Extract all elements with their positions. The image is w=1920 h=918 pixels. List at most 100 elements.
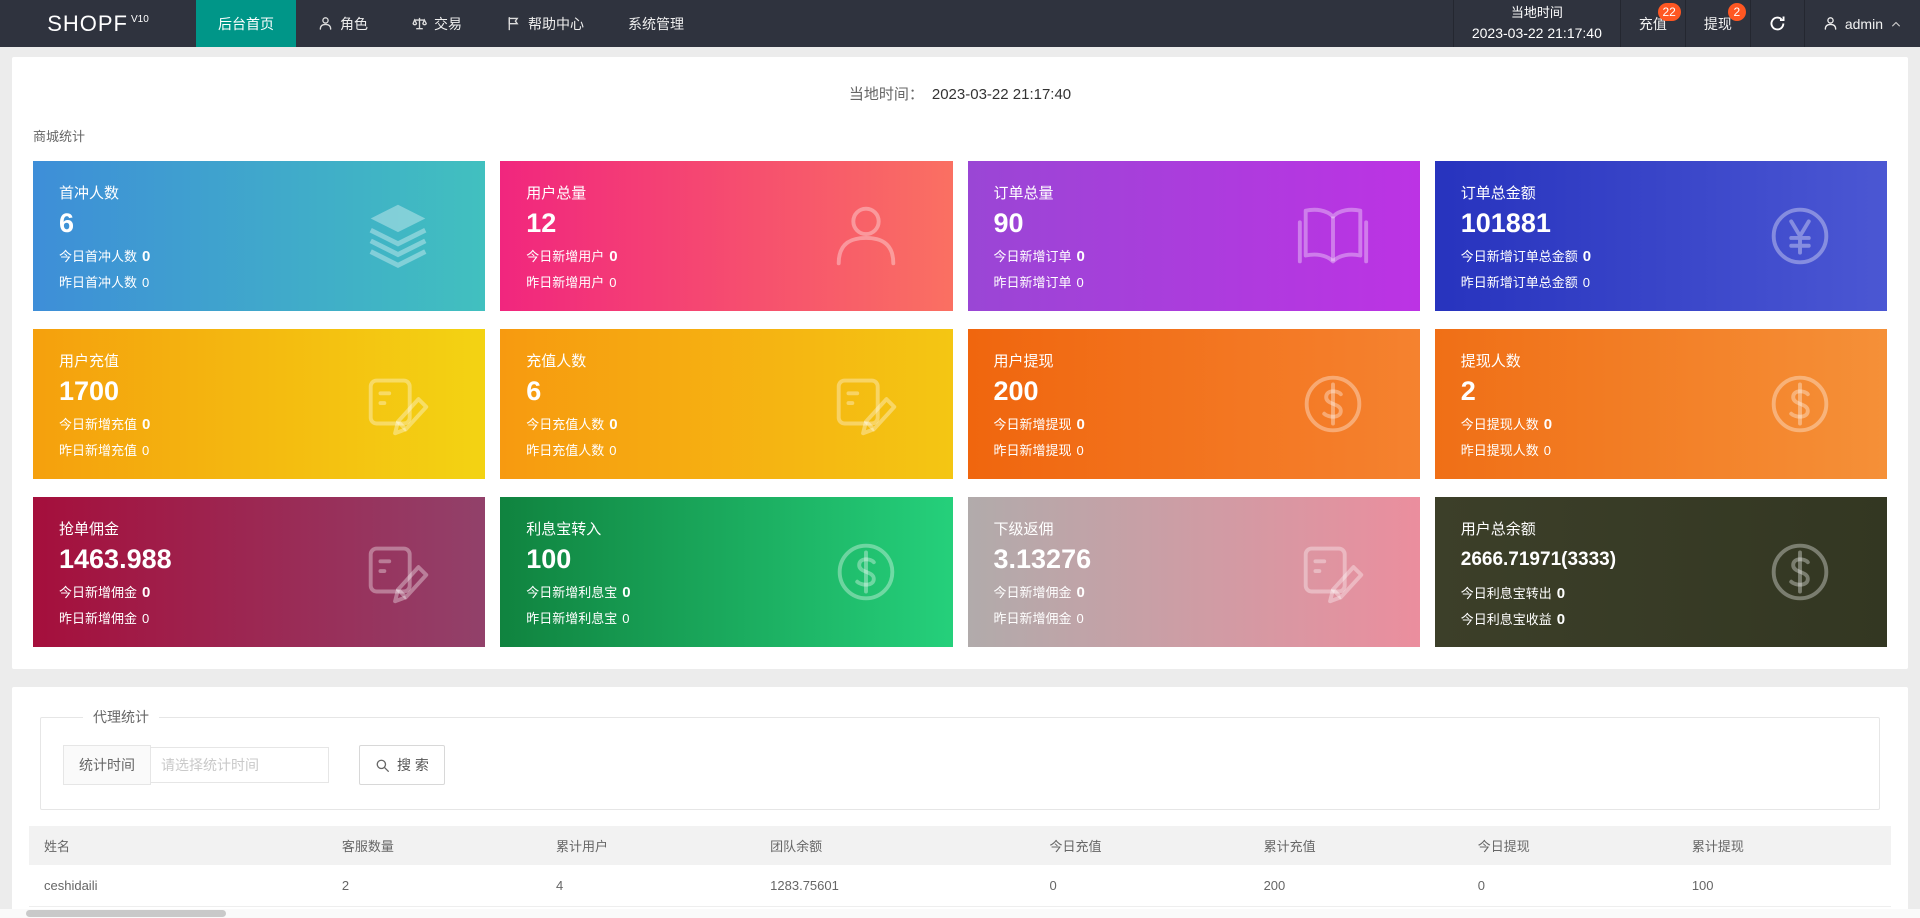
scrollbar-thumb[interactable] [26, 910, 226, 917]
local-time-label: 当地时间 [1510, 5, 1563, 21]
agent-table-wrap: 姓名 客服数量 累计用户 团队余额 今日充值 累计充值 今日提现 累计提现 ceshidail… [12, 810, 1908, 918]
stat-line-value: 0 [1076, 611, 1084, 626]
stat-card-value: 1463.988 [59, 544, 172, 574]
edit-note-icon [359, 533, 437, 611]
agent-value-cell: 0 [1462, 865, 1677, 907]
stat-card-line: 今日利息宝收益 0 [1461, 609, 1861, 628]
table-row: ceshidaili 2 4 1283.75601 0 200 0 100 [29, 865, 1891, 907]
stat-line-label: 昨日首冲人数 [59, 275, 138, 290]
stat-card-value: 2 [1460, 376, 1476, 406]
stat-line-label: 昨日新增利息宝 [526, 611, 618, 626]
stat-line-value: 0 [1076, 416, 1085, 433]
stat-card-line: 今日新增佣金 0 [994, 582, 1394, 601]
stat-line-label: 昨日新增佣金 [993, 611, 1072, 626]
agent-filter-row: 统计时间 搜 索 [63, 745, 1857, 785]
menu-item-trade[interactable]: 交易 [390, 0, 484, 47]
book-icon [1294, 197, 1372, 275]
stat-line-label: 今日利息宝转出 [1460, 586, 1552, 601]
agent-table-header-cell: 姓名 [29, 826, 327, 865]
stat-line-label: 昨日新增订单 [993, 275, 1072, 290]
menu-item-system-management[interactable]: 系统管理 [606, 0, 706, 47]
stat-line-label: 今日新增充值 [59, 417, 138, 432]
stat-line-label: 昨日新增充值 [59, 443, 138, 458]
stat-line-label: 今日新增提现 [993, 417, 1072, 432]
stat-card-value: 101881 [1460, 208, 1551, 238]
stat-line-value: 0 [622, 584, 631, 601]
stat-card-line: 昨日新增利息宝 0 [526, 608, 926, 627]
stat-line-value: 0 [1076, 248, 1085, 265]
agent-table-header-cell: 今日提现 [1462, 826, 1677, 865]
withdraw-badge: 2 [1727, 3, 1746, 21]
stat-card-title: 充值人数 [526, 353, 587, 370]
recharge-link[interactable]: 充值 [1638, 15, 1667, 32]
app-logo: SHOPF V10 [0, 0, 196, 47]
agent-value-cell: 0 [1034, 865, 1249, 907]
stat-card-total-order-amount: 订单总金额 101881 今日新增订单总金额 0 昨日新增订单总金额 0 [1434, 161, 1887, 311]
menu-item-label: 帮助中心 [528, 15, 584, 32]
stat-card-line: 昨日新增佣金 0 [59, 608, 459, 627]
local-time-block: 当地时间 2023-03-22 21:17:40 [1452, 0, 1620, 47]
withdraw-nav-item[interactable]: 提现 2 [1684, 0, 1750, 47]
stat-card-total-orders: 订单总量 90 今日新增订单 0 昨日新增订单 0 [967, 161, 1420, 311]
menu-item-label: 系统管理 [628, 15, 684, 32]
horizontal-scrollbar [0, 909, 1920, 918]
menu-item-dashboard[interactable]: 后台首页 [196, 0, 296, 47]
main-menu: 后台首页 角色 交易 帮助中心 系统管理 [196, 0, 706, 47]
stat-card-title: 抢单佣金 [59, 521, 120, 538]
stat-card-interest-transfer-in: 利息宝转入 100 今日新增利息宝 0 昨日新增利息宝 0 [500, 497, 953, 647]
stat-card-title: 用户总余额 [1460, 521, 1536, 538]
stat-card-line: 昨日新增提现 0 [994, 440, 1394, 459]
stat-card-title: 用户总量 [526, 185, 587, 202]
stat-line-value: 0 [609, 248, 618, 265]
stat-line-value: 0 [142, 416, 151, 433]
stat-card-line: 昨日提现人数 0 [1461, 440, 1861, 459]
stat-line-value: 0 [142, 584, 151, 601]
stat-card-line: 今日提现人数 0 [1461, 414, 1861, 433]
stat-card-line: 今日新增用户 0 [526, 246, 926, 265]
layers-icon [359, 197, 437, 275]
stat-card-value: 100 [526, 544, 572, 574]
agent-table-header-cell: 团队余额 [755, 826, 1035, 865]
agent-table-header-row: 姓名 客服数量 累计用户 团队余额 今日充值 累计充值 今日提现 累计提现 [29, 826, 1891, 865]
stat-line-value: 0 [142, 248, 151, 265]
stat-line-label: 今日新增订单 [993, 249, 1072, 264]
refresh-button[interactable] [1749, 0, 1804, 47]
user-icon [318, 16, 333, 31]
menu-item-roles[interactable]: 角色 [296, 0, 390, 47]
stat-time-input[interactable] [151, 747, 329, 783]
stat-card-title: 用户充值 [59, 353, 120, 370]
recharge-nav-item[interactable]: 充值 22 [1619, 0, 1685, 47]
stat-line-value: 0 [1556, 585, 1566, 602]
stat-card-line: 今日新增订单 0 [994, 246, 1394, 265]
agent-value-cell: 100 [1676, 865, 1891, 907]
search-button[interactable]: 搜 索 [359, 745, 445, 785]
withdraw-link[interactable]: 提现 [1703, 15, 1732, 32]
panel-time-label: 当地时间： [848, 86, 924, 103]
stat-line-label: 今日新增订单总金额 [1460, 249, 1578, 264]
stat-line-label: 今日利息宝收益 [1460, 612, 1552, 627]
user-menu[interactable]: admin [1803, 0, 1920, 47]
stat-card-total-balance: 用户总余额 2666.71971(3333) 今日利息宝转出 0 今日利息宝收益 0 [1434, 497, 1887, 647]
stat-card-order-commission: 抢单佣金 1463.988 今日新增佣金 0 昨日新增佣金 0 [33, 497, 486, 647]
panel-local-time: 当地时间： 2023-03-22 21:17:40 [12, 57, 1908, 104]
stat-card-user-recharge: 用户充值 1700 今日新增充值 0 昨日新增充值 0 [33, 329, 486, 479]
stat-card-value: 6 [59, 208, 75, 238]
stat-line-label: 昨日新增订单总金额 [1460, 275, 1578, 290]
menu-item-help-center[interactable]: 帮助中心 [484, 0, 606, 47]
stat-line-value: 0 [609, 443, 617, 458]
dollar-circle-icon [827, 533, 905, 611]
menu-item-label: 后台首页 [218, 15, 274, 32]
stat-line-value: 0 [1543, 443, 1551, 458]
stat-card-line: 今日首冲人数 0 [59, 246, 459, 265]
app-logo-text: SHOPF [47, 10, 128, 36]
stat-line-label: 今日充值人数 [526, 417, 605, 432]
panel-time-value: 2023-03-22 21:17:40 [931, 86, 1072, 103]
agent-table-header-cell: 客服数量 [326, 826, 542, 865]
user-icon [827, 197, 905, 275]
refresh-icon [1769, 15, 1786, 32]
stat-line-value: 0 [1543, 416, 1553, 433]
stat-card-line: 今日新增佣金 0 [59, 582, 459, 601]
scale-icon [412, 16, 427, 31]
stat-card-line: 昨日新增订单 0 [994, 272, 1394, 291]
agent-table-header-cell: 累计充值 [1248, 826, 1463, 865]
